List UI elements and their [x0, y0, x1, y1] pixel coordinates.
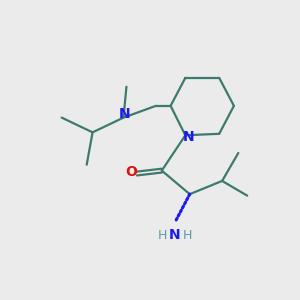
- Text: H: H: [158, 229, 167, 242]
- Text: O: O: [125, 165, 137, 179]
- Text: N: N: [119, 107, 131, 121]
- Text: N: N: [169, 228, 181, 242]
- Text: H: H: [183, 229, 192, 242]
- Text: N: N: [183, 130, 195, 144]
